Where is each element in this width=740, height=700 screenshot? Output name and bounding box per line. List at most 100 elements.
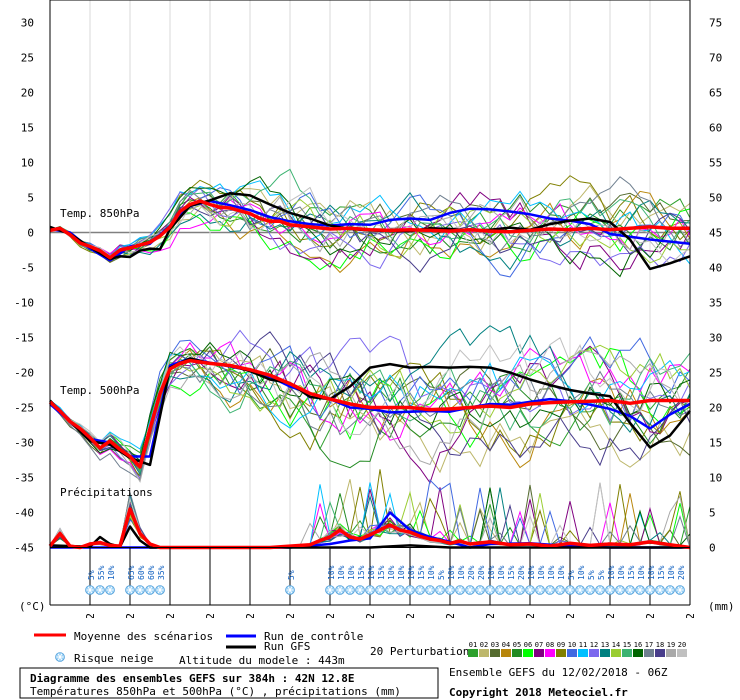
perturbation-t850-line (49, 191, 691, 271)
snow-risk-pct: 60% (147, 565, 156, 580)
snow-risk-icon (515, 585, 525, 595)
snow-risk-pct: 20% (517, 565, 526, 580)
perturbation-id: 11 (579, 641, 587, 649)
snow-risk-pct: 10% (647, 565, 656, 580)
snow-risk-icon (445, 585, 455, 595)
gfs-precip-line (49, 525, 690, 549)
plot-frame (49, 0, 691, 548)
left-tick-label: -15 (14, 332, 34, 345)
snowflake-arm (507, 586, 513, 594)
right-tick-label: 40 (709, 262, 722, 275)
perturbations-label: 20 Perturbations (370, 645, 476, 658)
chart-subtitle: Températures 850hPa et 500hPa (°C) , pré… (30, 685, 401, 698)
snow-risk-icon (495, 585, 505, 595)
perturbation-swatch (677, 649, 687, 657)
snowflake-arm (327, 586, 333, 594)
right-tick-label: 45 (709, 227, 722, 240)
snow-risk-pct: 10% (607, 565, 616, 580)
snow-risk-icon (555, 585, 565, 595)
perturbation-t850-line (49, 198, 691, 255)
snow-risk-pct: 20% (467, 565, 476, 580)
snow-risk-icon (655, 585, 665, 595)
snowflake-arm (477, 586, 483, 594)
snowflake-arm (157, 586, 163, 594)
snow-risk-icon (85, 585, 95, 595)
snow-risk-pct: 10% (387, 565, 396, 580)
mean-precip-line (48, 507, 691, 550)
control-t500-line (49, 357, 691, 458)
snow-risk-icon (405, 585, 415, 595)
snow-risk-pct: 10% (427, 565, 436, 580)
snowflake-arm (547, 586, 553, 594)
snowflake-arm (597, 586, 603, 594)
snow-risk-icon (665, 585, 675, 595)
snowflake-arm (347, 586, 353, 594)
snow-risk-pct: 10% (617, 565, 626, 580)
snowflake-arm (367, 586, 373, 594)
series-mean (48, 199, 691, 550)
snow-risk-icon (95, 585, 105, 595)
snow-risk-pct: 55% (97, 565, 106, 580)
right-tick-label: 5 (709, 507, 716, 520)
snowflake-arm (97, 586, 103, 594)
snow-risk-pct: 10% (327, 565, 336, 580)
snow-risk-pct: 10% (527, 565, 536, 580)
snowflake-arm (427, 586, 433, 594)
left-tick-label: 0 (27, 227, 34, 240)
snow-risk-pct: 10% (407, 565, 416, 580)
snow-risk-pct: 35% (157, 565, 166, 580)
left-tick-label: -10 (14, 297, 34, 310)
snowflake-arm (527, 586, 533, 594)
snow-risk-pct: 5% (437, 570, 446, 580)
snowflake-arm (447, 586, 453, 594)
snow-risk-pct: 5% (597, 570, 606, 580)
perturbation-id: 02 (480, 641, 488, 649)
snowflake-arm (467, 586, 473, 594)
snow-risk-icon (385, 585, 395, 595)
perturbation-swatch (512, 649, 522, 657)
snow-risk-pct: 10% (577, 565, 586, 580)
right-tick-label: 10 (709, 472, 722, 485)
legend-snow-icon (55, 652, 65, 662)
snow-risk-icon (605, 585, 615, 595)
t850-panel-label: Temp. 850hPa (60, 207, 139, 220)
snow-risk-pct: 15% (357, 565, 366, 580)
snow-risk-pct: 15% (377, 565, 386, 580)
snow-risk-pct: 10% (367, 565, 376, 580)
perturbation-swatch (666, 649, 676, 657)
copyright: Copyright 2018 Meteociel.fr (449, 686, 628, 699)
snow-risk-icon (575, 585, 585, 595)
snow-risk-icon (435, 585, 445, 595)
snow-risk-pct: 60% (137, 565, 146, 580)
perturbation-swatch (479, 649, 489, 657)
left-tick-label: -5 (21, 262, 34, 275)
snow-risk-icon (525, 585, 535, 595)
snow-risk-pct: 10% (547, 565, 556, 580)
perturbation-id: 09 (557, 641, 565, 649)
title-box (19, 667, 439, 699)
perturbation-swatch (523, 649, 533, 657)
left-tick-label: 30 (21, 17, 34, 30)
snow-risk-pct: 5% (587, 570, 596, 580)
snow-risk-icon (625, 585, 635, 595)
right-axis-unit: (mm) (708, 600, 735, 613)
perturbation-id: 06 (524, 641, 532, 649)
left-axis-unit: (°C) (19, 600, 46, 613)
right-tick-label: 30 (709, 332, 722, 345)
perturbation-id: 17 (645, 641, 653, 649)
snowflake-arm (677, 586, 683, 594)
snow-risk-icon (595, 585, 605, 595)
snow-risk-icon (645, 585, 655, 595)
perturbation-t850-line (49, 184, 691, 256)
left-tick-label: -45 (14, 542, 34, 555)
perturbation-id: 14 (612, 641, 620, 649)
snow-risk-icon (475, 585, 485, 595)
right-tick-label: 0 (709, 542, 716, 555)
perturbation-t850-line (49, 187, 691, 270)
perturbation-id: 05 (513, 641, 521, 649)
snow-risk-pct: 20% (677, 565, 686, 580)
snowflake-arm (617, 586, 623, 594)
snowflake-arm (487, 586, 493, 594)
